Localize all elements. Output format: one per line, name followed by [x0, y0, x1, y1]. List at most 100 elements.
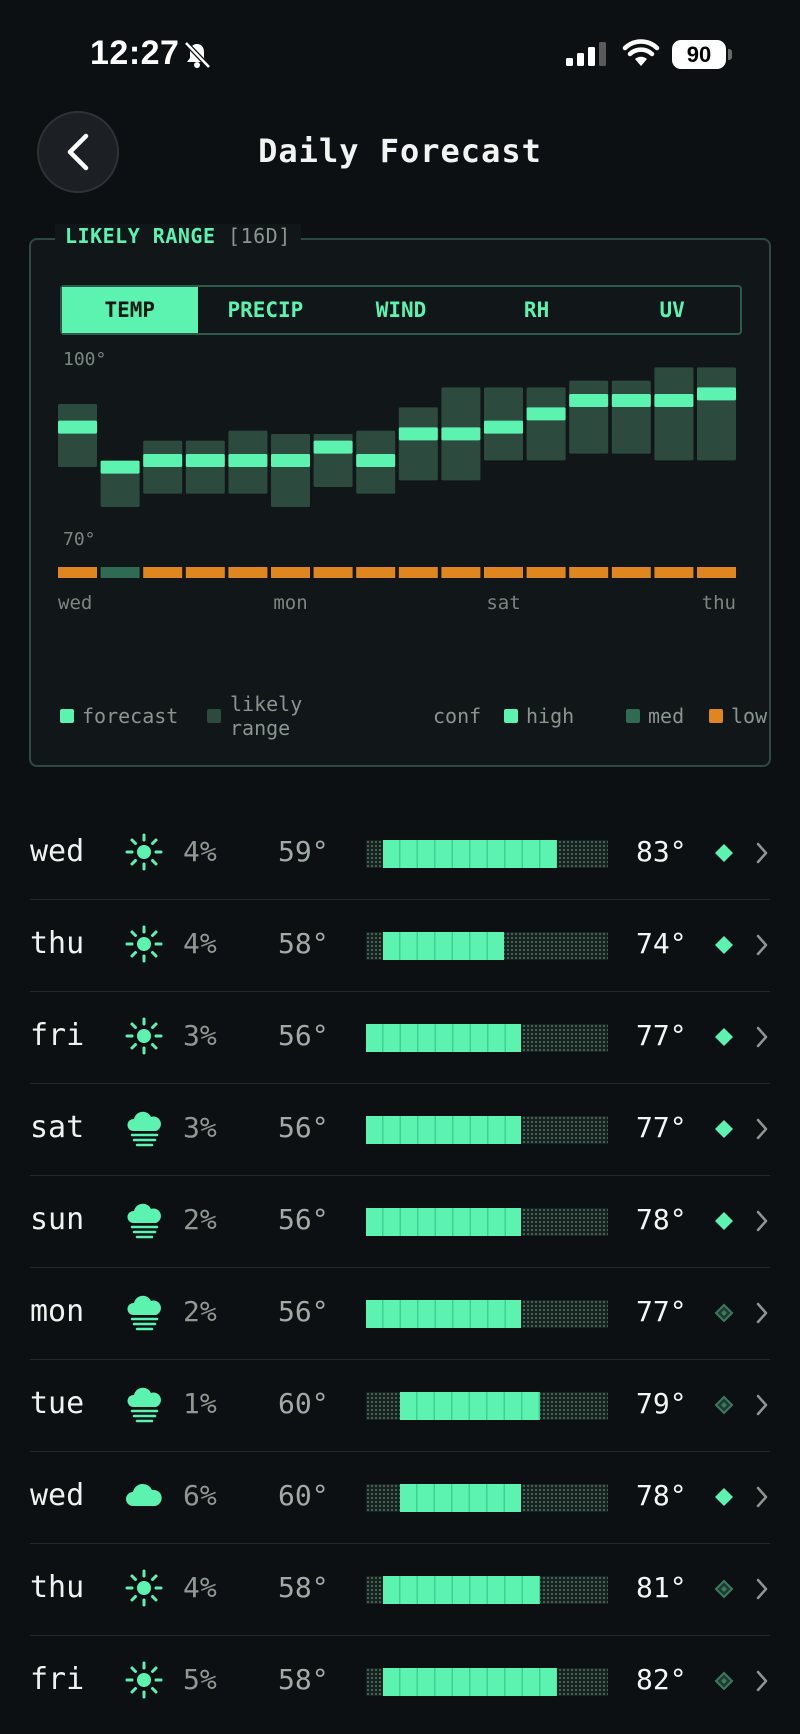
chevron-right-icon[interactable] — [754, 1301, 770, 1325]
confidence-cell — [526, 567, 566, 578]
likely-range-cell — [441, 417, 481, 431]
chevron-right-icon[interactable] — [754, 1209, 770, 1233]
tab-wind[interactable]: WIND — [375, 298, 427, 322]
forecast-row[interactable]: wed 6% 60° 78° — [30, 1452, 770, 1544]
x-tick-label: sat — [486, 592, 520, 614]
confidence-diamond-icon — [715, 1028, 733, 1046]
temp-range-bar — [366, 932, 608, 960]
forecast-row[interactable]: thu 4% 58° 81° — [30, 1544, 770, 1636]
precip-chance: 4% — [183, 1571, 217, 1604]
forecast-swatch — [60, 709, 74, 723]
fog-icon — [124, 1292, 164, 1332]
likely-range-cell — [313, 464, 353, 477]
legend-low: low — [731, 704, 768, 728]
card-title-days: [16D] — [228, 224, 291, 248]
card-title: LIKELY RANGE [16D] — [55, 224, 301, 248]
temp-range-bar — [366, 1576, 608, 1604]
likely-range-cell — [271, 494, 310, 507]
likely-range-cell — [569, 420, 609, 434]
chevron-right-icon[interactable] — [754, 1669, 770, 1693]
chevron-right-icon[interactable] — [754, 1485, 770, 1509]
likely-range-cell — [313, 474, 353, 487]
low-temp: 60° — [278, 1387, 329, 1420]
confidence-diamond-icon — [715, 936, 733, 954]
forecast-row[interactable]: sun 2% 56° 78° — [30, 1176, 770, 1268]
forecast-mark — [313, 440, 353, 454]
confidence-cell — [484, 567, 523, 578]
confidence-cell — [697, 567, 736, 578]
confidence-cell — [185, 567, 225, 578]
likely-range-cell — [398, 407, 438, 421]
page-title: Daily Forecast — [258, 132, 542, 170]
high-temp: 77° — [636, 1111, 687, 1144]
likely-range-cell — [356, 480, 396, 494]
likely-range-cell — [654, 377, 694, 391]
likely-range-cell — [398, 417, 438, 431]
chevron-right-icon[interactable] — [754, 1393, 770, 1417]
legend-range: range — [230, 716, 291, 740]
back-button[interactable] — [37, 111, 119, 193]
precip-chance: 2% — [183, 1203, 217, 1236]
forecast-mark — [569, 394, 609, 407]
forecast-mark — [271, 454, 310, 467]
likely-range-cell — [441, 457, 481, 471]
high-temp: 81° — [636, 1571, 687, 1604]
forecast-row[interactable]: thu 4% 58° 74° — [30, 900, 770, 992]
chevron-left-icon — [67, 133, 89, 171]
likely-range-cell — [356, 440, 396, 454]
likely-range-cell — [100, 474, 140, 487]
temp-range-fill — [366, 1208, 521, 1236]
tab-uv[interactable]: UV — [659, 298, 685, 322]
forecast-row[interactable]: tue 1% 60° 79° — [30, 1360, 770, 1452]
confidence-diamond-icon — [714, 1671, 734, 1691]
forecast-list: wed 4% 59° 83° thu 4% 58° 74° fri 3% 56° 77° sat 3% 56… — [30, 808, 770, 1728]
likely-range-cell — [697, 417, 736, 431]
chevron-right-icon[interactable] — [754, 1117, 770, 1141]
chart-legend: forecast likely range conf high med low — [60, 692, 767, 756]
chevron-right-icon[interactable] — [754, 841, 770, 865]
chevron-right-icon[interactable] — [754, 933, 770, 957]
temp-range-bar — [366, 1024, 608, 1052]
tab-precip[interactable]: PRECIP — [227, 298, 304, 322]
status-bar: 12:27 90 — [0, 0, 800, 110]
likely-range-cell — [697, 397, 736, 411]
forecast-mark — [398, 427, 438, 441]
confidence-cell — [611, 567, 651, 578]
forecast-row[interactable]: fri 3% 56° 77° — [30, 992, 770, 1084]
likely-range-cell — [398, 457, 438, 471]
likely-range-cell — [228, 430, 268, 444]
legend-conf: conf — [433, 704, 482, 728]
forecast-row[interactable]: wed 4% 59° 83° — [30, 808, 770, 900]
likely-range-cell — [611, 420, 651, 434]
likely-range-cell — [654, 427, 694, 441]
card-title-text: LIKELY RANGE — [65, 224, 216, 248]
chevron-right-icon[interactable] — [754, 1025, 770, 1049]
likely-range-cell — [654, 437, 694, 451]
forecast-row[interactable]: sat 3% 56° 77° — [30, 1084, 770, 1176]
likely-range-cell — [441, 397, 481, 411]
signal-icon — [566, 42, 606, 66]
likely-range-cell — [228, 440, 268, 454]
temp-range-bar — [366, 1484, 608, 1512]
tab-temp[interactable]: TEMP — [62, 287, 198, 333]
forecast-row[interactable]: mon 2% 56° 77° — [30, 1268, 770, 1360]
high-temp: 74° — [636, 927, 687, 960]
sun-icon — [124, 832, 164, 872]
forecast-row[interactable]: fri 5% 58° 82° — [30, 1636, 770, 1728]
confidence-diamond-icon — [715, 1120, 733, 1138]
chevron-right-icon[interactable] — [754, 1577, 770, 1601]
precip-chance: 3% — [183, 1019, 217, 1052]
likely-range-cell — [185, 480, 225, 494]
fog-icon — [124, 1384, 164, 1424]
likely-range-cell — [526, 387, 566, 401]
day-name: sat — [30, 1110, 85, 1145]
likely-range-cell — [484, 447, 523, 461]
forecast-mark — [100, 460, 140, 474]
x-tick-label: wed — [58, 592, 92, 614]
tab-rh[interactable]: RH — [523, 298, 550, 322]
likely-range-cell — [143, 470, 183, 484]
header: Daily Forecast — [0, 108, 800, 198]
likely-range-cell — [484, 407, 523, 421]
likely-range-cell — [271, 434, 310, 447]
temp-range-bar — [366, 840, 608, 868]
